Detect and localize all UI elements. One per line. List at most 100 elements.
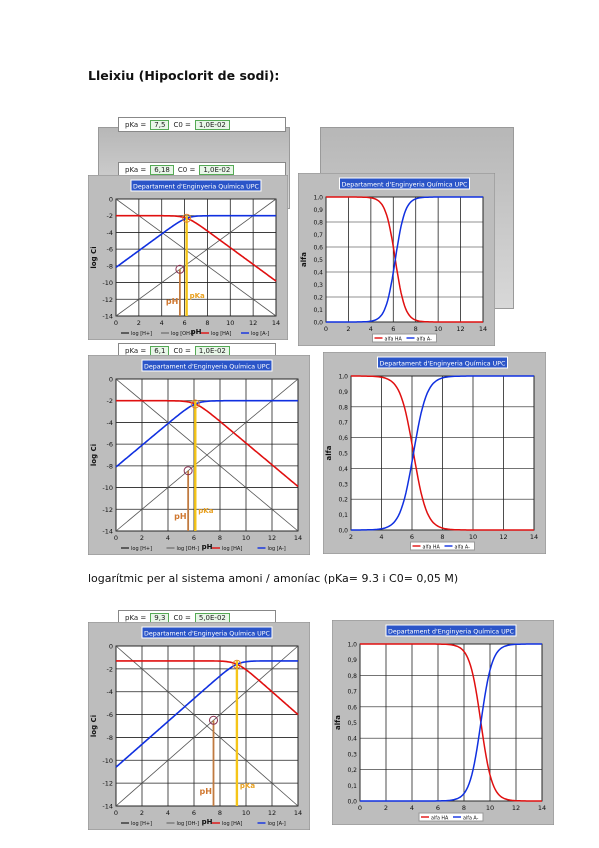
series-log-a — [115, 399, 298, 468]
x-tick-label: 4 — [166, 809, 170, 817]
title-box — [385, 624, 517, 637]
legend-entry: log [H+] — [131, 331, 152, 337]
x-tick-label: 8 — [218, 534, 222, 542]
legend-entry: alfa HA — [431, 816, 449, 822]
y-axis-label: log Ci — [90, 444, 98, 466]
y-tick-label: -12 — [102, 296, 113, 304]
y-tick-label: 0,8 — [347, 673, 357, 680]
y-tick-label: -14 — [102, 313, 113, 321]
y-tick-label: 0,9 — [347, 657, 357, 664]
y-tick-label: 0,5 — [347, 720, 357, 727]
title-box — [141, 626, 273, 639]
y-tick-label: 0 — [109, 643, 113, 651]
ph-marker-label: pH — [166, 297, 178, 306]
x-tick-label: 14 — [538, 804, 546, 812]
y-tick-label: -8 — [107, 262, 113, 270]
legend-box — [418, 812, 484, 822]
x-tick-label: 8 — [440, 533, 444, 541]
legend-entry: log [OH-] — [177, 546, 200, 552]
x-tick-label: 14 — [272, 319, 280, 327]
x-tick-label: 14 — [530, 533, 538, 541]
pka-marker-label: pKa — [240, 782, 255, 790]
x-tick-label: 10 — [226, 319, 234, 327]
chart-title: Departament d'Enginyeria Química UPC — [342, 181, 469, 189]
y-tick-label: 0,8 — [313, 220, 323, 227]
legend-entry: log [OH-] — [177, 821, 200, 827]
legend-entry: alfa HA — [385, 337, 403, 343]
y-tick-label: 0,0 — [338, 528, 348, 535]
x-tick-label: 12 — [268, 534, 276, 542]
y-tick-label: 0,4 — [338, 466, 348, 473]
ph-marker-label: pH — [174, 512, 186, 521]
legend-entry: log [A-] — [268, 546, 286, 552]
y-tick-label: -10 — [102, 757, 113, 765]
chart-title: Departament d'Enginyeria Química UPC — [144, 363, 271, 371]
x-tick-label: 0 — [324, 325, 328, 333]
legend-entry: alfa A- — [455, 545, 471, 551]
x-tick-label: 10 — [434, 325, 442, 333]
series-alpha-ha — [326, 196, 483, 323]
title-box — [141, 359, 273, 372]
x-tick-label: 4 — [166, 534, 170, 542]
series-log-a — [115, 660, 298, 768]
y-tick-label: 1,0 — [313, 195, 323, 202]
x-tick-label: 4 — [379, 533, 383, 541]
title-box — [130, 179, 262, 192]
alpha-diagram-3: Departament d'Enginyeria Química UPCpHal… — [332, 620, 554, 825]
y-tick-label: -14 — [102, 803, 113, 811]
x-tick-label: 10 — [242, 809, 250, 817]
y-tick-label: 1,0 — [338, 374, 348, 381]
y-tick-label: 0,0 — [313, 320, 323, 327]
legend-entry: alfa HA — [423, 545, 441, 551]
series-log-ha — [116, 660, 299, 716]
y-tick-label: 0,1 — [347, 783, 357, 790]
x-tick-label: 10 — [486, 804, 494, 812]
x-tick-label: 12 — [456, 325, 464, 333]
y-tick-label: 0,1 — [313, 307, 323, 314]
title-box — [339, 177, 470, 190]
x-tick-label: 6 — [410, 533, 414, 541]
x-tick-label: 8 — [462, 804, 466, 812]
x-tick-label: 10 — [242, 534, 250, 542]
y-tick-label: -8 — [107, 462, 113, 470]
y-tick-label: -4 — [107, 229, 113, 237]
x-tick-label: 2 — [349, 533, 353, 541]
y-axis-label: alfa — [325, 445, 333, 460]
series-log-ha — [116, 214, 277, 282]
y-tick-label: 0,6 — [313, 245, 323, 252]
y-tick-label: 0,2 — [313, 295, 323, 302]
legend-entry: alfa A- — [463, 816, 479, 822]
x-tick-label: 0 — [114, 319, 118, 327]
x-tick-label: 6 — [183, 319, 187, 327]
y-tick-label: -12 — [102, 506, 113, 514]
y-tick-label: 0,3 — [313, 282, 323, 289]
x-tick-label: 6 — [192, 809, 196, 817]
x-tick-label: 6 — [391, 325, 395, 333]
y-tick-label: 0,7 — [338, 420, 348, 427]
x-axis-label: pH — [191, 328, 202, 336]
y-tick-label: -2 — [107, 665, 113, 673]
legend-entry: log [HA] — [222, 546, 242, 552]
pka-marker-label: pKa — [190, 292, 205, 300]
x-tick-label: 4 — [369, 325, 373, 333]
y-tick-label: -6 — [107, 711, 113, 719]
line-log-oh — [115, 378, 299, 532]
y-tick-label: -10 — [102, 484, 113, 492]
x-axis-label: pH — [202, 543, 213, 551]
y-tick-label: 0,7 — [313, 232, 323, 239]
pka-circle — [190, 399, 200, 409]
chart-title: Departament d'Enginyeria Química UPC — [388, 628, 515, 636]
x-tick-label: 12 — [268, 809, 276, 817]
x-tick-label: 2 — [140, 534, 144, 542]
y-tick-label: -6 — [107, 246, 113, 254]
x-tick-label: 2 — [384, 804, 388, 812]
x-tick-label: 14 — [294, 534, 302, 542]
ph-circle — [209, 715, 218, 725]
pka-circle — [182, 213, 192, 223]
x-tick-label: 8 — [218, 809, 222, 817]
y-tick-label: -2 — [107, 212, 113, 220]
y-tick-label: -4 — [107, 688, 113, 696]
y-tick-label: 0,9 — [313, 207, 323, 214]
y-tick-label: 0,7 — [347, 689, 357, 696]
x-tick-label: 2 — [140, 809, 144, 817]
